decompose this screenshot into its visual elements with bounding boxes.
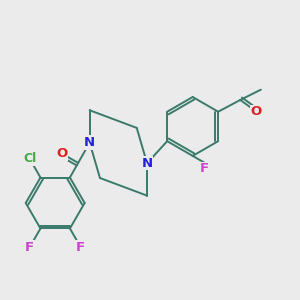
- Text: N: N: [84, 136, 95, 149]
- Text: O: O: [251, 105, 262, 118]
- Text: N: N: [142, 157, 153, 170]
- Text: O: O: [56, 147, 67, 160]
- Text: F: F: [200, 163, 209, 176]
- Text: F: F: [76, 241, 85, 254]
- Text: F: F: [25, 241, 34, 254]
- Text: Cl: Cl: [23, 152, 36, 165]
